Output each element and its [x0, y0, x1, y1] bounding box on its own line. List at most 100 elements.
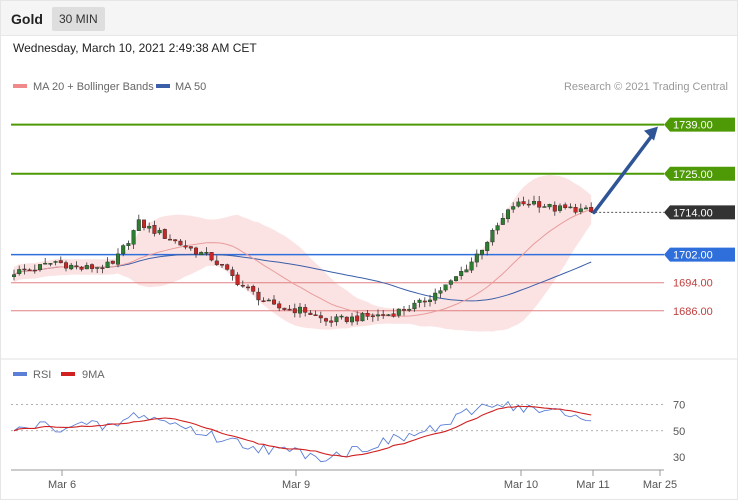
candle-body: [578, 208, 583, 212]
candle-body: [422, 300, 427, 303]
candle-body: [464, 269, 469, 273]
candle-body: [251, 286, 256, 292]
candle-body: [199, 252, 204, 256]
candle-body: [511, 206, 516, 210]
candle-body: [32, 269, 37, 272]
candle-body: [298, 306, 303, 314]
rsi-tick-label: 30: [673, 452, 685, 464]
candle-body: [329, 320, 334, 323]
candle-body: [287, 308, 292, 311]
legend-swatch-rsi-ma: [61, 372, 75, 376]
candle-body: [141, 219, 146, 228]
candle-body: [443, 284, 448, 291]
price-label-tag: [664, 166, 735, 181]
candle-body: [79, 266, 84, 270]
candle-body: [428, 299, 433, 302]
candle-body: [147, 225, 152, 229]
candle-body: [344, 316, 349, 322]
candle-body: [157, 230, 162, 234]
candle-body: [27, 269, 32, 272]
candle-body: [53, 261, 58, 263]
candle-body: [105, 261, 110, 268]
candle-body: [209, 252, 214, 261]
candle-body: [38, 264, 43, 270]
candle-body: [407, 309, 412, 311]
interval-selector[interactable]: 30 MIN: [52, 7, 105, 31]
candle-body: [386, 314, 391, 316]
header-bar: Gold 30 MIN: [1, 1, 737, 36]
candle-body: [261, 300, 266, 302]
price-label: 1686.00: [673, 306, 713, 318]
candle-body: [11, 274, 16, 277]
candle-body: [69, 264, 74, 270]
candle-body: [547, 204, 552, 208]
candle-body: [178, 240, 183, 246]
candle-body: [193, 247, 198, 255]
x-tick-label: Mar 9: [282, 479, 310, 491]
price-label-tag: [664, 117, 735, 132]
candle-body: [334, 316, 339, 323]
legend-swatch-rsi: [13, 372, 27, 376]
candle-body: [318, 315, 323, 319]
price-label: 1694.00: [673, 278, 713, 290]
candle-body: [183, 245, 188, 248]
candle-body: [152, 225, 157, 234]
candle-body: [308, 312, 313, 315]
candle-body: [526, 203, 531, 206]
candle-body: [469, 261, 474, 271]
candle-body: [589, 207, 594, 213]
candle-body: [365, 312, 370, 317]
bollinger-band: [14, 174, 592, 332]
candle-body: [63, 262, 68, 269]
rsi-line: [13, 400, 592, 463]
projection-arrowhead: [644, 126, 658, 141]
candle-body: [22, 268, 27, 271]
candle-body: [121, 245, 126, 255]
candle-body: [214, 260, 219, 265]
legend-label-rsi: RSI: [33, 369, 51, 381]
candle-body: [454, 276, 459, 282]
x-tick-label: Mar 11: [576, 479, 609, 491]
candle-body: [272, 299, 277, 305]
candle-body: [490, 229, 495, 243]
candle-body: [339, 315, 344, 318]
candle-body: [303, 307, 308, 313]
candle-body: [282, 307, 287, 310]
legend-swatch-ma20: [13, 84, 27, 88]
candle-body: [115, 253, 120, 265]
candle-body: [235, 274, 240, 285]
candle-body: [558, 205, 563, 211]
candle-body: [516, 201, 521, 207]
x-tick-label: Mar 25: [643, 479, 677, 491]
candle-body: [376, 314, 381, 317]
instrument-title: Gold: [11, 11, 43, 27]
price-label: 1725.00: [673, 169, 713, 181]
candle-body: [370, 315, 375, 318]
candle-body: [480, 249, 485, 255]
candle-body: [188, 246, 193, 249]
candle-body: [292, 308, 297, 314]
candle-body: [568, 206, 573, 209]
candle-body: [396, 308, 401, 316]
candle-body: [219, 264, 224, 266]
candle-body: [136, 219, 141, 231]
candle-body: [381, 314, 386, 316]
rsi-ma-line: [13, 405, 592, 458]
candle-body: [100, 267, 105, 270]
candle-body: [448, 280, 453, 285]
legend-label-ma20: MA 20 + Bollinger Bands: [33, 81, 154, 93]
candle-body: [110, 260, 115, 264]
candle-body: [459, 271, 464, 276]
candle-body: [500, 218, 505, 225]
candle-body: [474, 253, 479, 263]
candle-body: [355, 315, 360, 322]
candle-body: [563, 204, 568, 208]
price-label: 1702.00: [673, 250, 713, 262]
price-label-tag: [664, 247, 735, 262]
candle-body: [438, 290, 443, 294]
candle-body: [48, 263, 53, 265]
candle-body: [521, 201, 526, 205]
candle-body: [74, 265, 79, 267]
candle-body: [167, 238, 172, 241]
